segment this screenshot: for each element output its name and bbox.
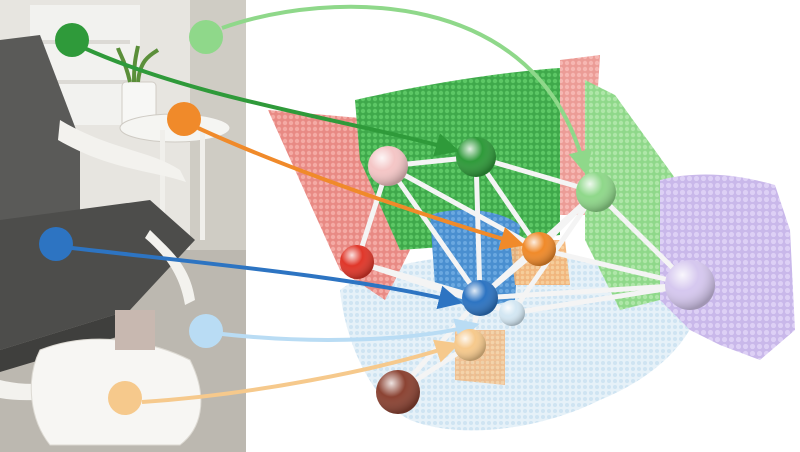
photo-marker-pillow [108, 381, 142, 415]
box-photo [115, 310, 155, 350]
graph-nodes [340, 137, 715, 414]
photo-marker-floor [189, 314, 223, 348]
node-shade-paleblue-object [499, 300, 525, 326]
correspondence-arrows [71, 4, 593, 404]
graph-edge-paleblue-object-lavender-object [509, 282, 693, 316]
arrow-wall-green [83, 46, 460, 157]
lavender-segment [660, 174, 795, 360]
node-shade-pillow [454, 329, 486, 361]
node-shade-brown-object [376, 370, 420, 414]
node-shade-chair [462, 280, 498, 316]
node-shade-wall-lightgreen [576, 172, 616, 212]
arrow-wall-lightgreen [221, 4, 593, 175]
photo-marker-chair [39, 227, 73, 261]
graph-edge-wall-green-wall-lightgreen [473, 154, 599, 195]
photo-marker-wall-lightgreen [189, 20, 223, 54]
photo-markers [39, 20, 223, 415]
graph-edge-wall-green-chair [473, 154, 483, 301]
graph-edge-plant-stand-lavender-object [536, 246, 693, 288]
photo-marker-wall-green [55, 23, 89, 57]
node-shade-plant-stand [522, 232, 556, 266]
photo-marker-plant-stand [167, 102, 201, 136]
node-shade-wall-pink [368, 146, 408, 186]
arrow-pillow [141, 339, 460, 404]
arrow-floor [221, 318, 480, 342]
graph-edge-wall-pink-chair [385, 163, 483, 301]
graph-edge-chair-lavender-object [477, 282, 693, 301]
node-shade-wall-green [456, 137, 496, 177]
arrow-plant-stand [197, 126, 525, 251]
node-shade-lavender-object [665, 260, 715, 310]
node-shade-red-object [340, 245, 374, 279]
arrow-chair [71, 246, 463, 310]
